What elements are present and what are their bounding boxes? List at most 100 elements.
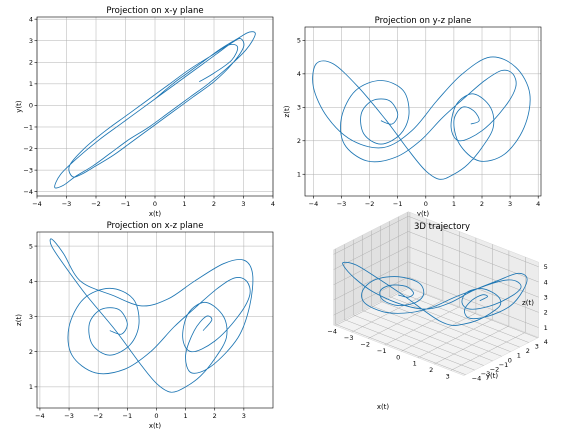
x-tick-label: 4 xyxy=(271,200,275,208)
y-tick-label: −2 xyxy=(490,366,500,374)
y-tick-label: −3 xyxy=(23,166,33,174)
side-gridline-z xyxy=(333,261,409,301)
plot-area xyxy=(305,27,541,196)
chart-2: −4 −3 −2 −1 0 1 2 3 4 1 2 3 4 5 Projection on y-z plan… xyxy=(283,16,542,218)
y-tick-label: 1 xyxy=(517,352,521,360)
y-axis-label: y(t) xyxy=(486,372,499,380)
floor-gridline-y xyxy=(380,300,511,352)
x-tick-label: −1 xyxy=(121,200,131,208)
z-tick-label: 4 xyxy=(544,278,548,286)
x-tick-label: −2 xyxy=(93,412,103,420)
z-tick-label: 2 xyxy=(544,309,548,317)
x-tick-label: −3 xyxy=(344,334,354,342)
axes-frame xyxy=(304,26,542,197)
x-tick-label: −3 xyxy=(64,412,74,420)
x-axis-label: x(t) xyxy=(149,210,162,218)
chart-title: 3D trajectory xyxy=(414,222,470,232)
x-tick-label: 2 xyxy=(213,412,217,420)
y-tick-label: 3 xyxy=(29,313,33,321)
chart-title: Projection on x-z plane xyxy=(107,221,204,231)
x-tick-label: 2 xyxy=(480,200,484,208)
floor-gridline-y xyxy=(335,323,466,375)
floor-gridline-y xyxy=(353,314,484,366)
y-tick-label: 1 xyxy=(29,383,33,391)
x-tick-label: −4 xyxy=(309,200,319,208)
chart-1: −4 −3 −2 −1 0 1 2 3 4 −4 −3 −2 −1 0 1 2 3 4 Projection on … xyxy=(15,6,275,218)
floor-gridline-y xyxy=(362,310,493,362)
back-gridline-z xyxy=(408,261,539,313)
back-gridline-z xyxy=(408,215,539,268)
back-gridline-z xyxy=(408,246,539,298)
x-axis-label: x(t) xyxy=(149,422,162,430)
z-tick-label: 5 xyxy=(544,263,548,271)
y-tick-label: 3 xyxy=(297,104,301,112)
floor-gridline-x xyxy=(417,319,493,358)
series-line xyxy=(49,238,254,393)
y-tick-label: 0 xyxy=(508,356,512,364)
x-tick-label: 1 xyxy=(413,360,417,368)
axes-frame xyxy=(36,16,274,197)
x-axis-label: x(t) xyxy=(377,403,390,411)
x-tick-label: 0 xyxy=(153,200,157,208)
y-tick-label: 3 xyxy=(29,37,33,45)
side-gridline-z xyxy=(333,215,409,255)
side-gridline-z xyxy=(333,231,409,270)
floor-gridline-y xyxy=(398,291,529,343)
y-tick-label: 5 xyxy=(29,242,33,250)
x-tick-label: 3 xyxy=(241,200,245,208)
side-gridline-z xyxy=(333,246,409,286)
y-tick-label: 4 xyxy=(544,338,548,346)
y-tick-label: 4 xyxy=(29,278,33,286)
y-axis-label: z(t) xyxy=(15,314,23,326)
x-tick-label: 3 xyxy=(446,373,450,381)
x-tick-label: 0 xyxy=(154,412,158,420)
x-tick-label: −2 xyxy=(91,200,101,208)
z-tick-label: 3 xyxy=(544,293,548,301)
x-tick-label: 1 xyxy=(184,412,188,420)
x-axis-label: y(t) xyxy=(417,210,430,218)
x-tick-label: −1 xyxy=(377,347,387,355)
y-axis-label: z(t) xyxy=(283,105,291,117)
series-line xyxy=(312,56,531,180)
y-axis-label: y(t) xyxy=(15,100,23,113)
x-tick-label: 0 xyxy=(396,353,400,361)
series-line xyxy=(54,31,256,189)
y-tick-label: −3 xyxy=(481,370,491,378)
x-tick-label: −4 xyxy=(32,200,42,208)
floor-gridline-y xyxy=(371,305,502,357)
floor-gridline-x xyxy=(450,332,526,371)
x-tick-label: 1 xyxy=(182,200,186,208)
x-tick-label: 4 xyxy=(536,200,540,208)
y-tick-label: 1 xyxy=(297,171,301,179)
chart-3: −4 −3 −2 −1 0 1 2 3 1 2 3 4 5 Projection on x-z plane… xyxy=(15,221,274,430)
floor-gridline-x xyxy=(368,300,444,339)
side-gridline-z xyxy=(333,276,409,316)
y-tick-label: 3 xyxy=(535,343,539,351)
z-axis-label: z(t) xyxy=(522,299,534,307)
x-tick-label: −1 xyxy=(123,412,133,420)
floor-gridline-y xyxy=(407,287,538,339)
floor-gridline-y xyxy=(389,296,520,348)
y-tick-label: −4 xyxy=(472,375,482,383)
chart-title: Projection on x-y plane xyxy=(106,6,203,16)
floor-gridline-x xyxy=(401,312,477,352)
y-tick-label: 4 xyxy=(297,70,301,78)
y-tick-label: −1 xyxy=(23,123,33,131)
x-tick-label: −4 xyxy=(327,328,337,336)
y-tick-label: 4 xyxy=(29,15,33,23)
x-tick-label: −3 xyxy=(62,200,72,208)
y-tick-label: 5 xyxy=(297,37,301,45)
x-tick-label: 0 xyxy=(424,200,428,208)
floor-pane-xy xyxy=(333,286,540,376)
x-tick-label: 3 xyxy=(242,412,246,420)
y-tick-label: 2 xyxy=(29,348,33,356)
x-tick-label: 3 xyxy=(508,200,512,208)
x-tick-label: 1 xyxy=(452,200,456,208)
y-tick-label: 2 xyxy=(297,137,301,145)
x-tick-label: 2 xyxy=(212,200,216,208)
x-tick-label: −2 xyxy=(365,200,375,208)
x-tick-label: −3 xyxy=(337,200,347,208)
y-tick-label: 2 xyxy=(29,59,33,67)
x-tick-label: −1 xyxy=(393,200,403,208)
